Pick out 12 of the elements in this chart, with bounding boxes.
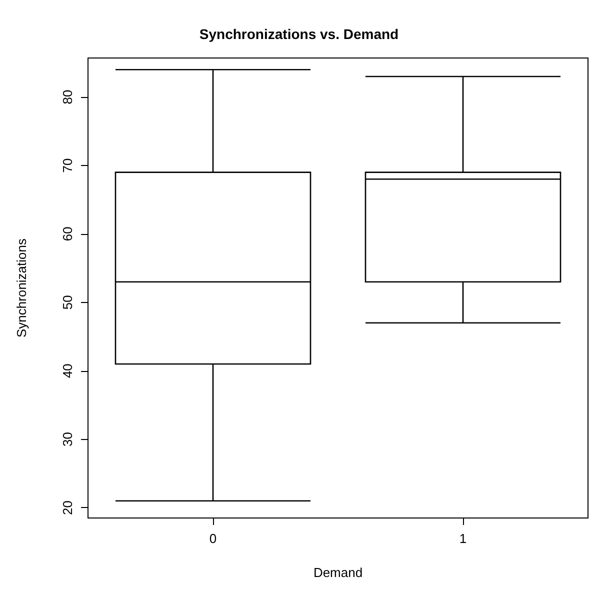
chart-title: Synchronizations vs. Demand <box>199 26 399 42</box>
y-tick-label: 80 <box>60 90 75 104</box>
y-tick-label: 30 <box>60 432 75 447</box>
y-tick-label: 70 <box>60 158 75 173</box>
y-tick-label: 60 <box>60 226 75 242</box>
y-tick-label: 20 <box>60 500 75 515</box>
y-axis-title: Synchronizations <box>14 238 29 338</box>
x-axis-title: Demand <box>313 565 363 580</box>
y-tick-label: 40 <box>60 364 75 378</box>
y-tick-label: 50 <box>60 295 75 310</box>
x-tick-label: 0 <box>209 531 217 546</box>
x-tick-label: 1 <box>459 531 467 546</box>
